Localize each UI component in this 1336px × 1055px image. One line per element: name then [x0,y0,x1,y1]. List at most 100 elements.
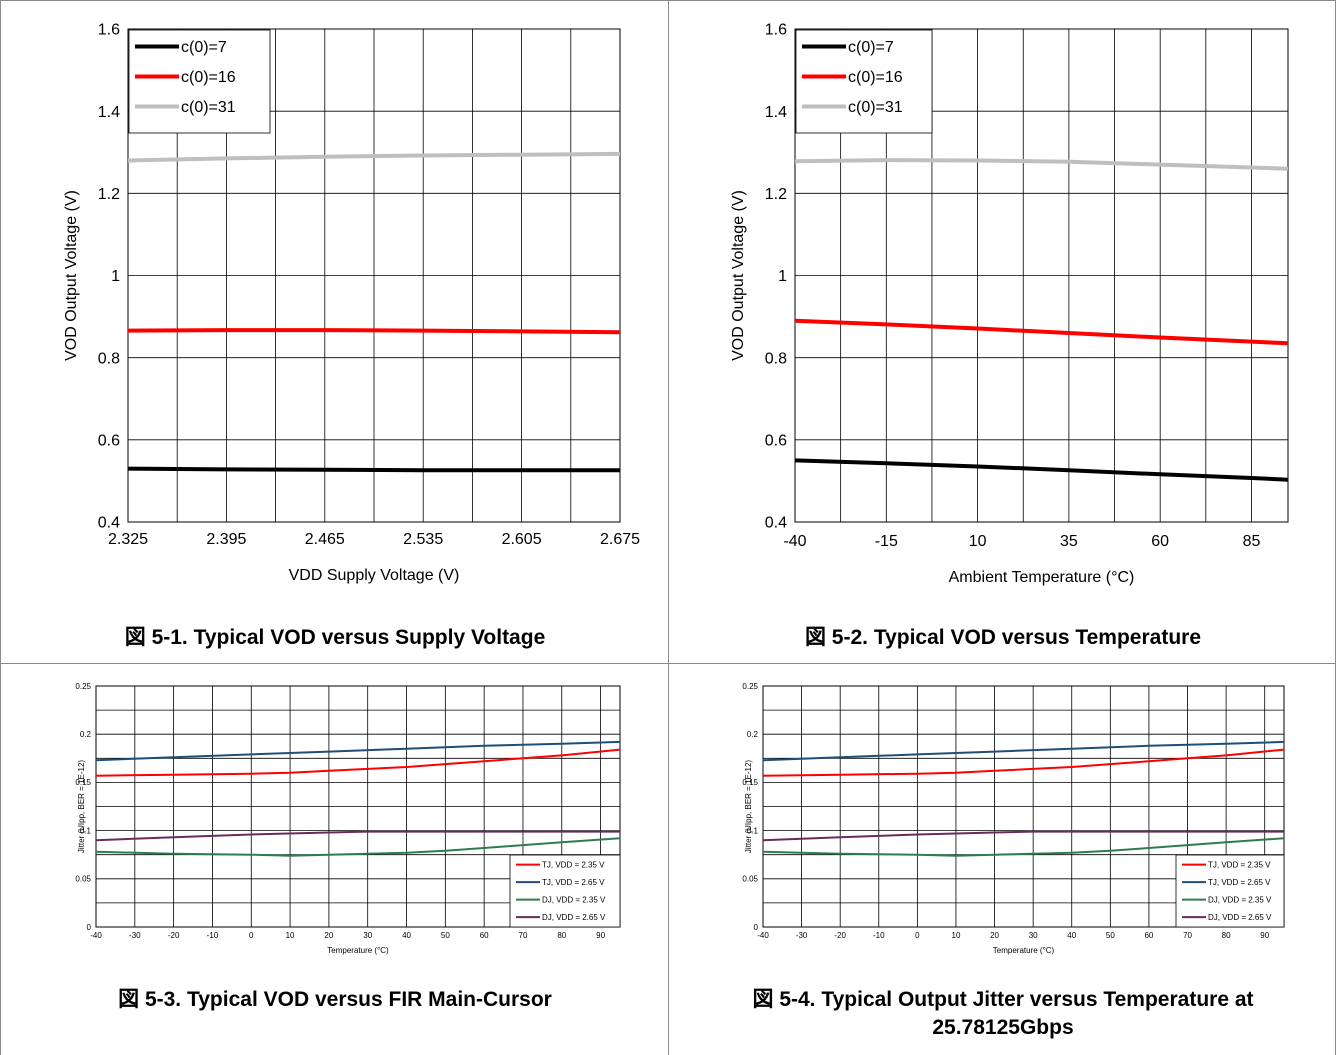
y-tick-label: 0.15 [75,778,91,787]
y-tick-label: 0.1 [80,826,92,835]
x-tick-label: 2.465 [305,531,345,548]
series-line-3 [762,830,1284,842]
y-axis-label: VOD Output Voltage (V) [730,190,747,361]
x-axis-label: VDD Supply Voltage (V) [289,567,460,584]
y-tick-label: 1.2 [765,186,787,203]
x-tick-label: -40 [757,931,769,940]
x-tick-label: 40 [402,931,411,940]
y-tick-label: 1.2 [98,186,120,203]
x-tick-label: -15 [875,533,898,550]
y-tick-label: 1.6 [765,22,787,39]
grid-divider-horizontal [0,663,1336,664]
y-tick-label: 0.25 [742,682,758,691]
legend-label: c(0)=16 [181,69,236,86]
x-tick-label: 90 [596,931,605,940]
plot-frame [794,28,1289,523]
series-line-3 [95,830,620,842]
y-tick-label: 1.6 [98,22,120,39]
x-tick-label: -20 [834,931,846,940]
grid-divider-vertical [668,0,669,1055]
caption-figure-5-2: 図 5-2. Typical VOD versus Temperature [804,626,1202,649]
series-line-2 [762,837,1285,857]
x-tick-label: -40 [783,533,806,550]
y-tick-label: 0.05 [75,875,91,884]
legend-box [509,854,621,928]
legend-label: c(0)=31 [181,99,236,116]
legend-label: c(0)=31 [848,99,903,116]
legend-label: TJ, VDD = 2.65 V [542,878,605,887]
y-tick-label: 1.4 [765,104,787,121]
x-axis-label: Temperature (°C) [327,946,389,955]
x-tick-label: 2.325 [108,531,148,548]
x-tick-label: 80 [557,931,566,940]
x-tick-label: 10 [952,931,961,940]
chart-vod-vs-supply: 2.325 2.395 2.465 2.535 2.605 2.675 0.4 0.6 0.8 1… [63,22,640,584]
legend-box [1175,854,1285,928]
legend-label: DJ, VDD = 2.35 V [542,895,606,904]
x-tick-label: 10 [286,931,295,940]
series-line-1 [127,328,621,335]
y-tick-label: 0.8 [98,350,120,367]
y-tick-label: 0.8 [765,350,787,367]
legend-label: c(0)=7 [848,39,894,56]
x-tick-label: 35 [1060,533,1078,550]
x-tick-label: 0 [249,931,254,940]
plot-frame [762,685,1285,928]
caption-figure-5-3: 図 5-3. Typical VOD versus FIR Main-Curso… [118,988,552,1011]
x-tick-label: 85 [1243,533,1261,550]
series-line-0 [762,748,1285,777]
x-tick-label: 0 [915,931,920,940]
x-tick-label: -40 [90,931,102,940]
legend-label: TJ, VDD = 2.35 V [542,860,605,869]
grid-border-top [0,0,1336,1]
y-tick-label: 0.6 [765,432,787,449]
x-tick-label: -30 [129,931,141,940]
caption-figure-5-1: 図 5-1. Typical VOD versus Supply Voltage [124,626,546,649]
series-line-1 [95,740,621,762]
y-axis-label: VOD Output Voltage (V) [63,190,80,361]
x-tick-label: 40 [1067,931,1076,940]
y-tick-label: 0.2 [747,730,759,739]
legend-label: c(0)=16 [848,69,903,86]
chart-jitter-fir: -40 -30 -20 -10 0 10 20 30 40 50 60 70 80 90 0 0.05 0.1 0… [75,682,621,955]
x-tick-label: 60 [480,931,489,940]
x-tick-label: 2.395 [206,531,246,548]
series-line-1 [794,318,1289,346]
x-tick-label: -10 [207,931,219,940]
y-tick-label: 0.4 [98,515,120,532]
legend-label: DJ, VDD = 2.65 V [1208,913,1272,922]
x-tick-label: -30 [796,931,808,940]
x-tick-label: 30 [363,931,372,940]
y-tick-label: 0.15 [742,778,758,787]
x-tick-label: 50 [1106,931,1115,940]
y-tick-label: 0 [87,923,92,932]
x-tick-label: -10 [873,931,885,940]
legend-label: c(0)=7 [181,39,227,56]
y-tick-label: 1 [778,268,787,285]
chart-vod-vs-temperature: -40 -15 10 35 60 85 0.4 0.6 0.8 1 1.2 1.4 1.6 Ambient… [730,22,1289,586]
x-tick-label: 90 [1260,931,1269,940]
grid-border-left [0,0,1,1055]
x-tick-label: 2.535 [403,531,443,548]
y-axis-label: Jitter (UIpp, BER = 1E-12) [77,760,86,853]
x-tick-label: 80 [1222,931,1231,940]
series-line-0 [127,466,620,473]
caption-figure-5-4: 図 5-4. Typical Output Jitter versus Temp… [752,988,1254,1039]
legend-label: DJ, VDD = 2.35 V [1208,895,1272,904]
series-line-1 [762,740,1285,762]
y-tick-label: 1 [111,268,120,285]
x-tick-label: 20 [990,931,999,940]
x-tick-label: 50 [441,931,450,940]
y-tick-label: 0.6 [98,432,120,449]
x-tick-label: 20 [324,931,333,940]
y-tick-label: 0.25 [75,682,91,691]
series-line-2 [95,837,621,857]
y-axis-label: Jitter (UIpp, BER = 1E-12) [744,760,753,853]
chart-jitter-temperature: -40 -30 -20 -10 0 10 20 30 40 50 60 70 80 90 0 0.05 0.1 0… [742,682,1285,955]
x-tick-label: 70 [519,931,528,940]
x-tick-label: 2.605 [502,531,542,548]
plot-frame [127,28,621,523]
x-tick-label: 2.675 [600,531,640,548]
x-axis-label: Temperature (°C) [993,946,1055,955]
series-line-2 [794,158,1289,171]
